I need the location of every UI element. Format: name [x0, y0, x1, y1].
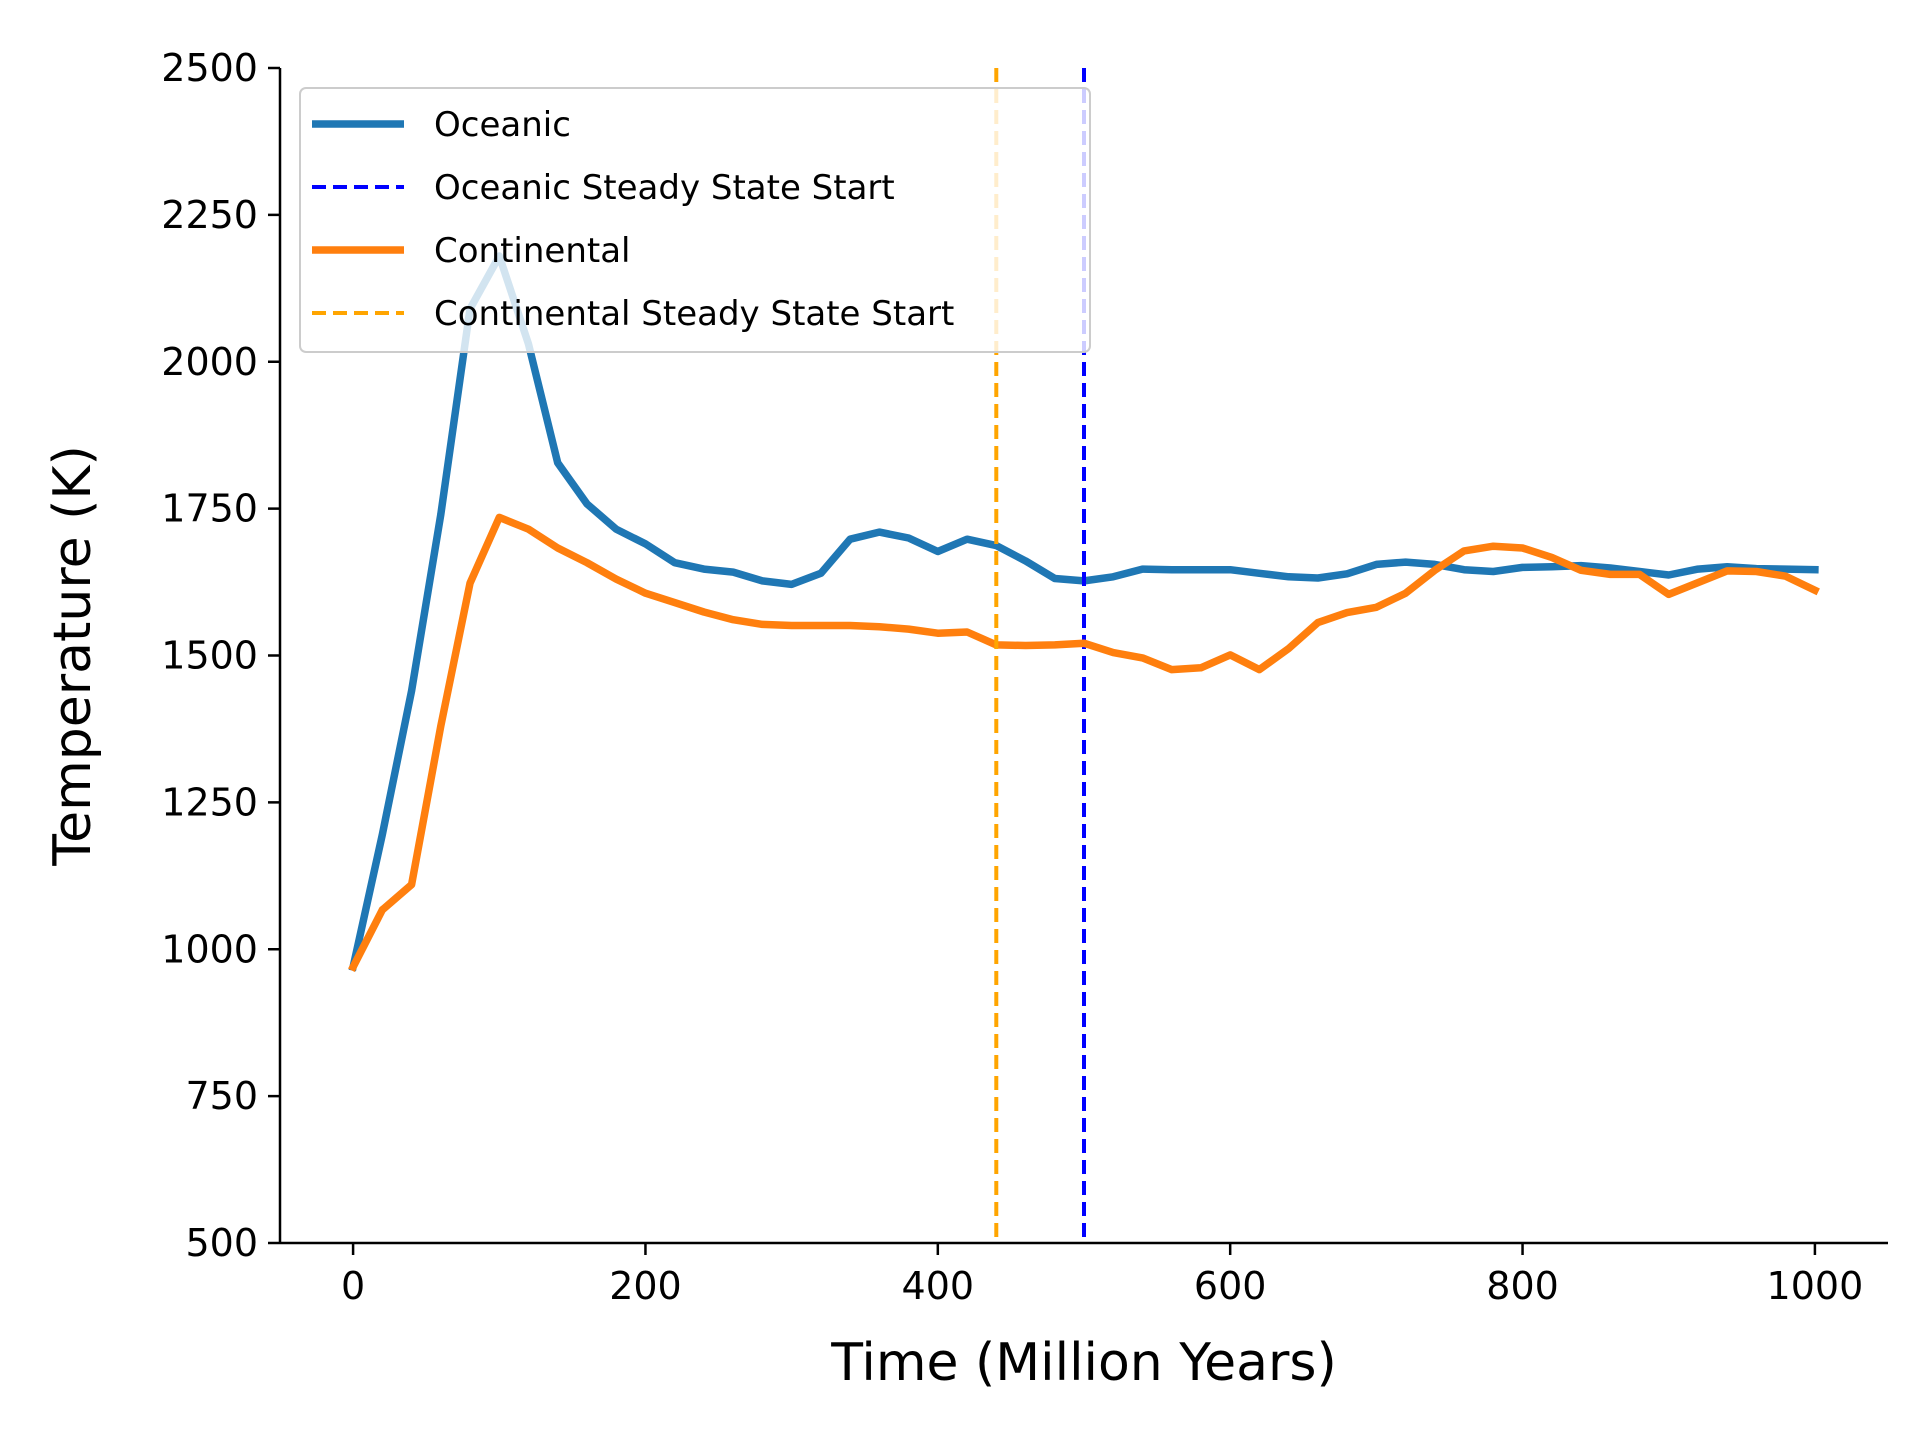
y-tick-label: 2000 — [161, 340, 258, 384]
y-tick-label: 500 — [185, 1221, 258, 1265]
x-tick-label: 0 — [341, 1264, 365, 1308]
x-ticks: 0 200 400 600 800 1000 — [341, 1243, 1863, 1308]
y-tick-label: 1500 — [161, 634, 258, 678]
x-axis-title: Time (Million Years) — [830, 1333, 1337, 1393]
y-ticks: 500 750 1000 1250 1500 1750 2000 2250 2500 — [161, 46, 280, 1265]
legend-box — [299, 87, 1091, 353]
x-tick-label: 800 — [1486, 1264, 1559, 1308]
y-axis-title: Temperature (K) — [43, 445, 103, 867]
legend-label-continental-steady-state-start: Continental Steady State Start — [434, 294, 954, 334]
axes: 0 200 400 600 800 1000 500 750 1000 1250 1500 1750… — [43, 46, 1888, 1393]
y-tick-label: 1250 — [161, 780, 258, 824]
x-tick-label: 400 — [902, 1264, 975, 1308]
y-tick-label: 1000 — [161, 927, 258, 971]
y-tick-label: 750 — [185, 1074, 258, 1118]
legend: Oceanic Oceanic Steady State Start Contine… — [299, 87, 1091, 353]
x-tick-label: 600 — [1194, 1264, 1267, 1308]
legend-label-continental: Continental — [434, 231, 631, 271]
legend-label-oceanic: Oceanic — [434, 105, 571, 145]
x-tick-label: 200 — [609, 1264, 682, 1308]
legend-items: Oceanic Oceanic Steady State Start Contine… — [312, 105, 954, 334]
series-line-continental — [348, 513, 1820, 972]
legend-label-oceanic-steady-state-start: Oceanic Steady State Start — [434, 168, 895, 208]
y-tick-label: 2250 — [161, 193, 258, 237]
y-tick-label: 2500 — [161, 46, 258, 90]
y-tick-label: 1750 — [161, 487, 258, 531]
x-tick-label: 1000 — [1767, 1264, 1864, 1308]
